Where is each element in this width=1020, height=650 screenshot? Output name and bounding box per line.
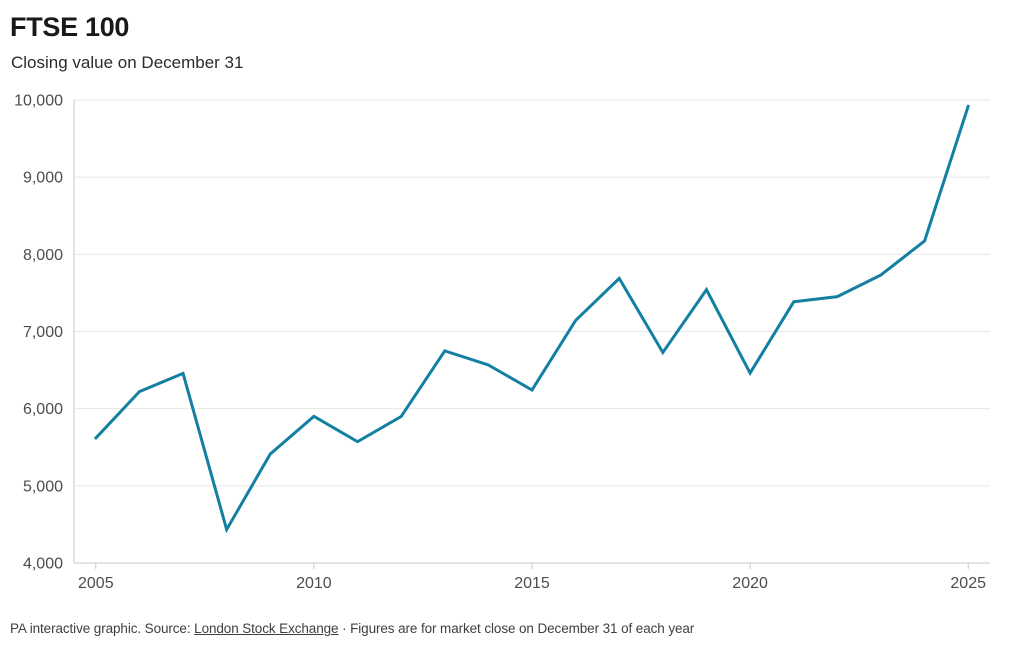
y-axis-tick-label: 10,000 [14, 93, 63, 110]
ftse-line-series [94, 104, 970, 534]
chart-subtitle: Closing value on December 31 [11, 53, 244, 72]
y-axis-tick-label: 8,000 [23, 247, 63, 264]
source-note-suffix: · Figures are for market close on Decemb… [338, 621, 695, 636]
y-axis-tick-label: 5,000 [23, 478, 63, 495]
y-axis-tick-label: 7,000 [23, 324, 63, 341]
y-axis-tick-label: 9,000 [23, 170, 63, 187]
x-axis-tick-label: 2025 [950, 575, 986, 592]
x-axis-tick-label: 2015 [514, 575, 550, 592]
x-axis-tick-label: 2020 [732, 575, 768, 592]
y-axis-tick-label: 4,000 [23, 556, 63, 573]
y-axis-tick-label: 6,000 [23, 401, 63, 418]
source-note-prefix: PA interactive graphic. Source: [10, 621, 195, 636]
chart-title: FTSE 100 [10, 12, 130, 42]
source-note: PA interactive graphic. Source: London S… [10, 621, 694, 636]
x-axis-tick-label: 2005 [78, 575, 114, 592]
source-link[interactable]: London Stock Exchange [194, 621, 339, 636]
x-axis-tick-label: 2010 [296, 575, 332, 592]
